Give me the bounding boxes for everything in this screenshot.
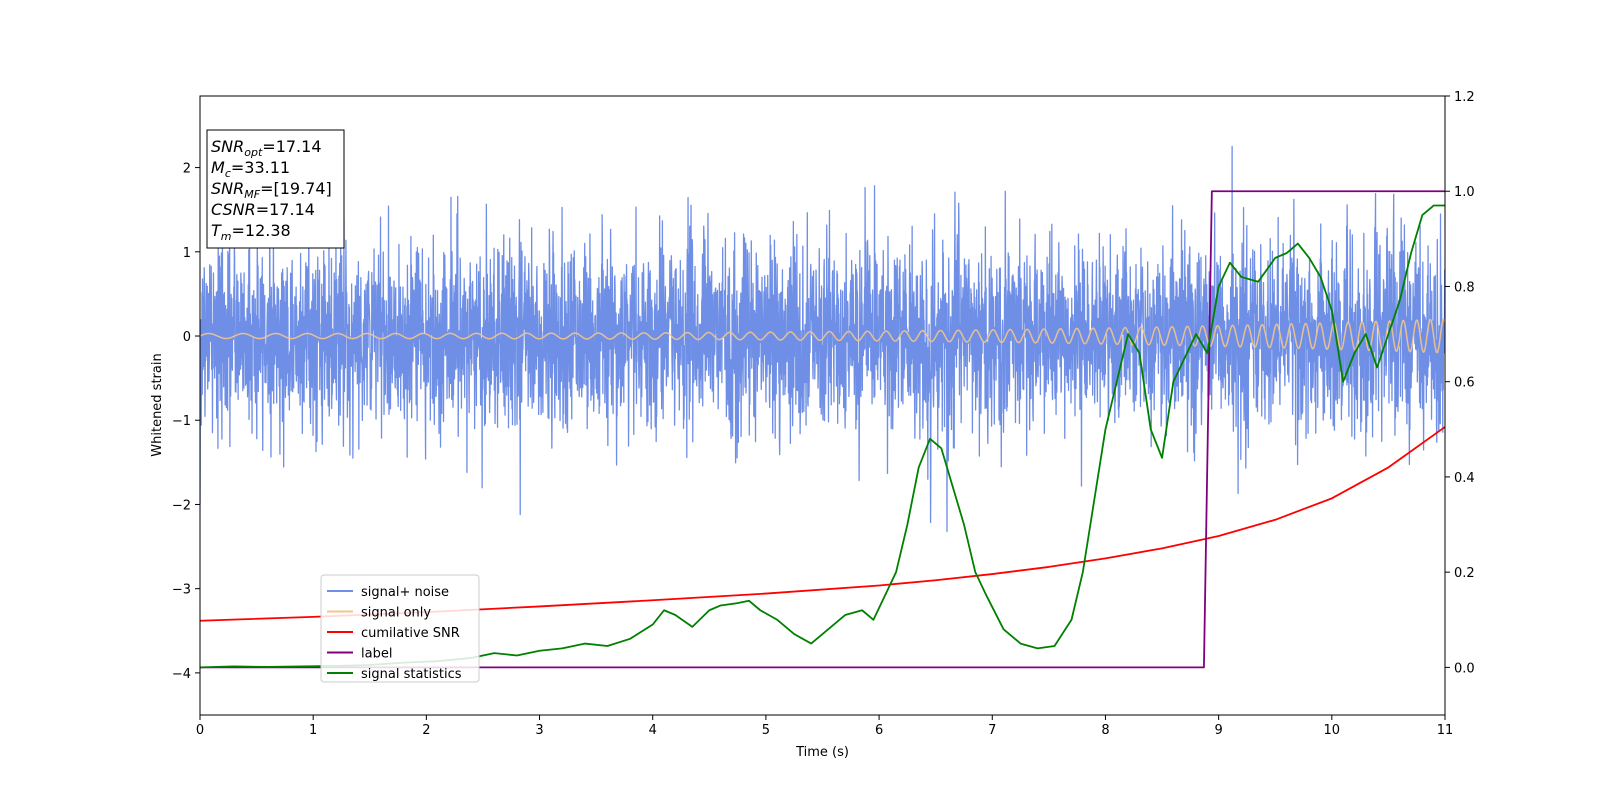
info-subscript: opt: [244, 146, 263, 159]
info-subscript: MF: [244, 188, 260, 201]
series-layer: [200, 145, 1445, 669]
y2-tick-label: 1.2: [1454, 90, 1475, 105]
y-axis-label: Whitened strain: [150, 353, 165, 456]
info-symbol: SNR: [211, 179, 244, 198]
x-axis-label: Time (s): [795, 745, 849, 760]
plot-frame: [199, 95, 1446, 716]
legend-label: signal statistics: [361, 667, 462, 682]
info-symbol: SNR: [211, 137, 244, 156]
info-box-frame: [206, 129, 345, 249]
info-value: =12.38: [232, 221, 291, 240]
legend: signal+ noise signal only cumilative SNR la…: [320, 574, 480, 683]
legend-label: label: [361, 647, 392, 662]
y-axis-left: −4 −3 −2 −1 0 1 2: [172, 162, 200, 682]
y-tick-label: 2: [183, 162, 191, 177]
info-line: Tm=12.38: [211, 221, 291, 243]
info-line: Mc=33.11: [211, 158, 290, 180]
info-line: CSNR=17.14: [211, 200, 315, 219]
y2-tick-label: 1.0: [1454, 185, 1475, 200]
legend-label: signal+ noise: [361, 585, 449, 600]
y-tick-label: 0: [183, 330, 191, 345]
x-tick-label: 0: [196, 723, 204, 738]
x-tick-label: 9: [1214, 723, 1222, 738]
x-tick-label: 1: [309, 723, 317, 738]
info-box: SNRopt=17.14Mc=33.11SNRMF=[19.74]CSNR=17…: [206, 129, 345, 249]
series-signal-only: [200, 318, 1445, 354]
x-tick-label: 7: [988, 723, 996, 738]
y-axis-right: 0.0 0.2 0.4 0.6 0.8 1.0 1.2: [1445, 90, 1475, 676]
y2-tick-label: 0.6: [1454, 376, 1475, 391]
y-tick-label: 1: [183, 246, 191, 261]
x-tick-label: 11: [1437, 723, 1454, 738]
info-line: SNRopt=17.14: [211, 137, 322, 159]
y-tick-label: −3: [172, 583, 191, 598]
info-symbol: M: [211, 158, 225, 177]
x-tick-label: 5: [762, 723, 770, 738]
y2-tick-label: 0.4: [1454, 471, 1475, 486]
x-tick-label: 10: [1324, 723, 1341, 738]
info-value: =[19.74]: [260, 179, 332, 198]
info-subscript: m: [221, 230, 232, 243]
x-tick-label: 8: [1101, 723, 1109, 738]
series-cumilative-snr: [200, 426, 1445, 622]
info-symbol: T: [211, 221, 222, 240]
legend-label: signal only: [361, 606, 431, 621]
series-signal-statistics: [200, 204, 1445, 669]
y2-tick-label: 0.2: [1454, 566, 1475, 581]
y2-tick-label: 0.8: [1454, 280, 1475, 295]
x-axis: 0 1 2 3 4 5 6 7 8 9 10 11: [196, 715, 1453, 738]
y-tick-label: −2: [172, 498, 191, 513]
info-line: SNRMF=[19.74]: [211, 179, 332, 201]
legend-label: cumilative SNR: [361, 626, 460, 641]
y2-tick-label: 0.0: [1454, 661, 1475, 676]
y-tick-label: −1: [172, 414, 191, 429]
x-tick-label: 6: [875, 723, 883, 738]
info-value: =33.11: [231, 158, 290, 177]
info-value: =17.14: [262, 137, 321, 156]
info-value: =17.14: [256, 200, 315, 219]
info-symbol: CSNR: [211, 200, 256, 219]
legend-frame: [320, 574, 480, 683]
y-tick-label: −4: [172, 667, 191, 682]
info-subscript: c: [225, 167, 231, 180]
series-label: [200, 190, 1445, 669]
x-tick-label: 3: [535, 723, 543, 738]
x-tick-label: 4: [649, 723, 657, 738]
x-tick-label: 2: [422, 723, 430, 738]
